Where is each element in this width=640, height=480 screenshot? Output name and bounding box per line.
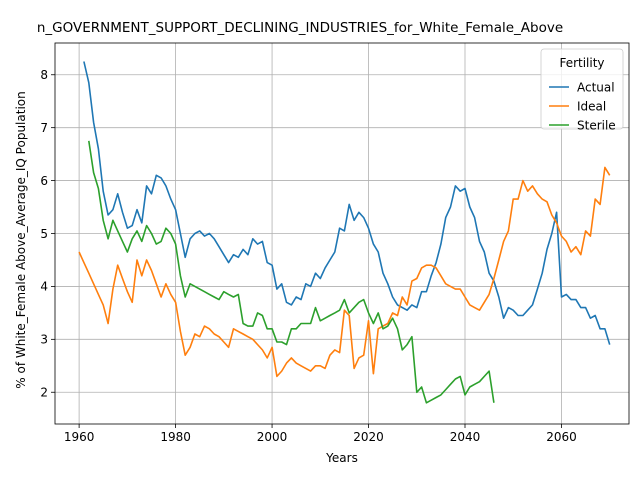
grid-lines xyxy=(55,43,629,424)
series-line-sterile xyxy=(88,140,495,404)
y-tick-label: 2 xyxy=(40,386,48,400)
x-tick-label: 2000 xyxy=(257,430,288,444)
series-lines xyxy=(78,61,611,404)
x-axis-label: Years xyxy=(325,451,358,465)
legend-title: Fertility xyxy=(559,56,604,70)
x-tick-label: 1980 xyxy=(160,430,191,444)
y-tick-label: 4 xyxy=(40,280,48,294)
y-tick-label: 7 xyxy=(40,121,48,135)
x-tick-label: 1960 xyxy=(64,430,95,444)
chart-title: n_GOVERNMENT_SUPPORT_DECLINING_INDUSTRIE… xyxy=(37,20,563,36)
x-tick-label: 2020 xyxy=(353,430,384,444)
legend: Fertility Actual Ideal Sterile xyxy=(540,48,624,132)
legend-label-actual: Actual xyxy=(577,80,615,94)
series-line-ideal xyxy=(78,166,611,378)
y-tick-label: 8 xyxy=(40,68,48,82)
series-line-actual xyxy=(83,61,611,345)
y-axis-ticks: 2 3 4 5 6 7 8 xyxy=(40,68,55,400)
y-tick-label: 5 xyxy=(40,227,48,241)
y-tick-label: 6 xyxy=(40,174,48,188)
legend-label-sterile: Sterile xyxy=(577,118,616,132)
y-tick-label: 3 xyxy=(40,333,48,347)
x-tick-label: 2040 xyxy=(450,430,481,444)
y-axis-label: % of White_Female Above_Average_IQ Popul… xyxy=(14,91,28,388)
x-tick-label: 2060 xyxy=(546,430,577,444)
x-axis-ticks: 1960 1980 2000 2020 2040 2060 xyxy=(64,424,577,444)
legend-label-ideal: Ideal xyxy=(577,99,606,113)
legend-box xyxy=(540,48,624,130)
